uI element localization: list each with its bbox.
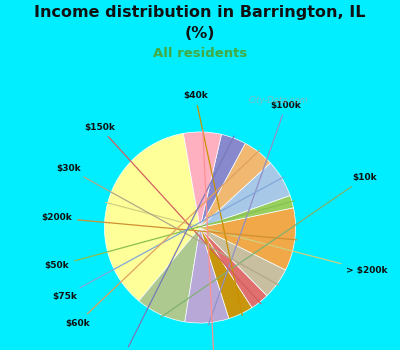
- Wedge shape: [200, 228, 252, 318]
- Wedge shape: [200, 196, 294, 228]
- Wedge shape: [184, 132, 222, 228]
- Wedge shape: [200, 228, 286, 296]
- Text: $30k: $30k: [56, 164, 279, 285]
- Text: $100k: $100k: [208, 101, 301, 325]
- Wedge shape: [200, 163, 290, 228]
- Text: Income distribution in Barrington, IL: Income distribution in Barrington, IL: [34, 5, 366, 20]
- Wedge shape: [200, 134, 245, 228]
- Text: $50k: $50k: [44, 201, 294, 270]
- Text: All residents: All residents: [153, 47, 247, 60]
- Text: (%): (%): [185, 26, 215, 41]
- Wedge shape: [185, 228, 229, 323]
- Text: $200k: $200k: [41, 214, 297, 240]
- Text: $60k: $60k: [65, 150, 260, 328]
- Text: $10k: $10k: [161, 173, 377, 317]
- Text: $75k: $75k: [52, 177, 284, 301]
- Text: > $200k: > $200k: [106, 202, 388, 275]
- Text: City-Data.com: City-Data.com: [248, 96, 308, 105]
- Wedge shape: [200, 228, 267, 308]
- Wedge shape: [200, 208, 296, 270]
- Wedge shape: [200, 144, 270, 228]
- Wedge shape: [104, 133, 200, 301]
- Text: $20k: $20k: [202, 130, 227, 350]
- Wedge shape: [139, 228, 200, 322]
- Text: $40k: $40k: [183, 91, 242, 315]
- Text: $125k: $125k: [108, 136, 234, 350]
- Text: $150k: $150k: [84, 122, 261, 304]
